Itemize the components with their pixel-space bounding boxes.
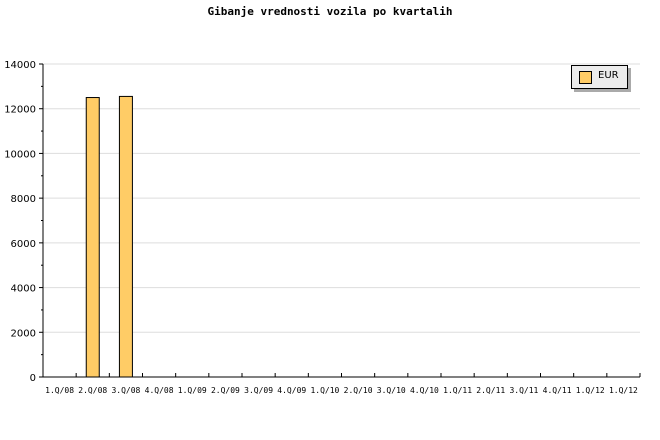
x-tick-label: 3.Q/11 — [509, 386, 538, 395]
x-tick-label: 1.Q/12 — [609, 386, 638, 395]
chart-title: Gibanje vrednosti vozila po kvartalih — [207, 5, 452, 18]
x-tick-label: 2.Q/10 — [344, 386, 373, 395]
x-tick-label: 3.Q/09 — [244, 386, 273, 395]
x-tick-label: 4.Q/08 — [145, 386, 174, 395]
x-tick-label: 2.Q/11 — [476, 386, 505, 395]
x-tick-label: 1.Q/09 — [178, 386, 207, 395]
x-tick-label: 3.Q/10 — [377, 386, 406, 395]
y-tick-label: 12000 — [4, 105, 36, 116]
y-tick-label: 4000 — [11, 284, 36, 295]
y-tick-label: 10000 — [4, 149, 36, 160]
y-tick-label: 14000 — [4, 60, 36, 71]
legend-label-eur: EUR — [598, 70, 619, 81]
x-tick-label: 1.Q/10 — [310, 386, 339, 395]
legend-swatch-eur — [579, 71, 592, 84]
y-tick-label: 8000 — [11, 194, 36, 205]
y-tick-label: 6000 — [11, 239, 36, 250]
x-tick-label: 4.Q/09 — [277, 386, 306, 395]
y-tick-label: 0 — [30, 373, 36, 384]
x-tick-label: 1.Q/11 — [443, 386, 472, 395]
x-tick-label: 4.Q/11 — [543, 386, 572, 395]
bar — [85, 97, 100, 378]
x-tick-label: 3.Q/08 — [111, 386, 140, 395]
legend: EUR — [571, 65, 628, 89]
x-tick-label: 2.Q/08 — [78, 386, 107, 395]
x-tick-label: 2.Q/09 — [211, 386, 240, 395]
x-tick-label: 4.Q/10 — [410, 386, 439, 395]
y-tick-label: 2000 — [11, 328, 36, 339]
x-tick-label: 1.Q/12 — [576, 386, 605, 395]
bar — [118, 95, 133, 378]
x-tick-label: 1.Q/08 — [45, 386, 74, 395]
